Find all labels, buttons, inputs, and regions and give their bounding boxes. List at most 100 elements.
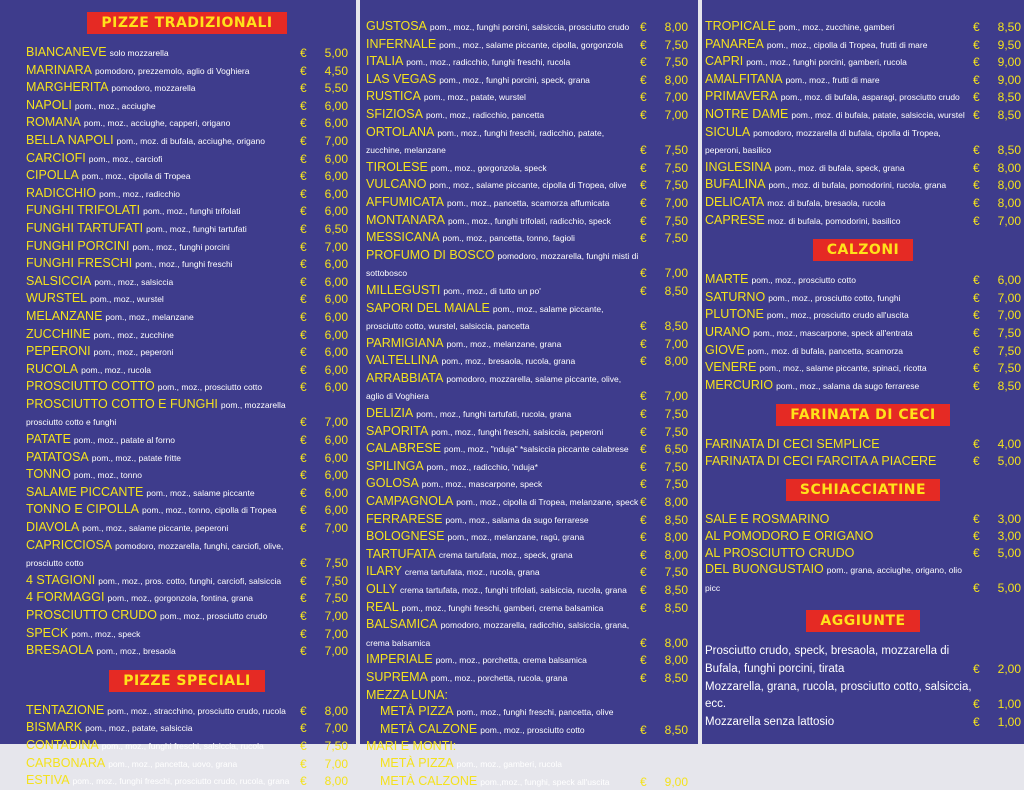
currency: €	[640, 670, 647, 685]
currency: €	[640, 477, 647, 492]
item-text: RADICCHIO pom., moz., radicchio	[26, 185, 300, 203]
item-price: 7,50	[997, 343, 1021, 358]
item-name: MONTANARA	[366, 212, 445, 227]
item-text: MESSICANA pom., moz., pancetta, tonno, fa…	[366, 229, 640, 247]
currency: €	[973, 361, 980, 376]
menu-item: AL PROSCIUTTO CRUDO €5,00	[705, 545, 1021, 562]
item-text: CALABRESE pom., moz., "nduja" *salsiccia …	[366, 440, 640, 458]
item-name: MESSICANA	[366, 230, 440, 245]
currency: €	[300, 738, 307, 753]
item-name: RADICCHIO	[26, 185, 97, 200]
item-name: FUNGHI FRESCHI	[26, 256, 133, 271]
item-name: BIANCANEVE	[26, 45, 107, 59]
menu-item: BOLOGNESE pom., moz., melanzane, ragù, gr…	[366, 528, 688, 546]
item-price: 9,00	[997, 55, 1021, 70]
item-description: pom., moz., zucchine, gamberi	[778, 22, 895, 32]
item-description: pom., moz., prosciutto cotto	[751, 275, 856, 286]
item-name: PATATE	[26, 432, 71, 447]
item-description: pom., moz., frutti di mare	[785, 74, 880, 85]
item-price: 7,50	[324, 556, 348, 571]
menu-item: METÀ PIZZA pom., moz., gamberi, rucola	[366, 755, 688, 773]
item-name: CONTADINA	[26, 737, 99, 752]
item-name: CIPOLLA	[26, 168, 79, 183]
item-price: 7,00	[997, 213, 1021, 228]
item-name: CARBONARA	[26, 755, 106, 770]
item-text: FERRARESE pom., moz., salama da sugo ferr…	[366, 511, 640, 529]
currency: €	[640, 143, 647, 158]
item-text: CIPOLLA pom., moz., cipolla di Tropea	[26, 167, 300, 185]
menu-item: BISMARK pom., moz., patate, salsiccia €7,0…	[26, 719, 348, 737]
item-name: CAPRI	[705, 54, 744, 69]
item-name: FUNGHI TRIFOLATI	[26, 203, 141, 218]
item-name: TONNO	[26, 467, 71, 482]
currency: €	[300, 169, 307, 184]
item-text: DIAVOLA pom., moz., salame piccante, pepe…	[26, 519, 300, 537]
item-description: pom., moz., porchetta, rucola, grana	[430, 672, 568, 683]
item-name: BUFALINA	[705, 177, 766, 192]
item-name: RUSTICA	[366, 89, 421, 104]
item-price: 8,00	[997, 195, 1021, 210]
menu-item: CAMPAGNOLA pom., moz., cipolla di Tropea,…	[366, 493, 688, 511]
item-name: ZUCCHINE	[26, 326, 91, 341]
section-title: SCHIACCIATINE	[785, 479, 941, 502]
item-text: PRIMAVERA pom., moz. di bufala, asparagi,…	[705, 88, 973, 106]
item-text: CAPRICCIOSA pomodoro, mozzarella, funghi,…	[26, 537, 300, 572]
item-price: 7,00	[324, 133, 348, 148]
item-price: 7,50	[324, 738, 348, 753]
menu-item: METÀ CALZONE pom.,moz., funghi, speck all…	[366, 773, 688, 790]
item-price: 6,00	[324, 186, 348, 201]
item-text: CAPRESE moz. di bufala, pomodorini, basil…	[705, 212, 973, 230]
currency: €	[640, 283, 647, 298]
item-text: AL PROSCIUTTO CRUDO	[705, 545, 973, 562]
menu-item: MONTANARA pom., moz., funghi trifolati, r…	[366, 212, 688, 230]
item-name: BOLOGNESE	[366, 529, 445, 544]
currency: €	[300, 309, 307, 324]
item-name: 4 STAGIONI	[26, 572, 96, 587]
item-price: 8,00	[664, 653, 688, 668]
item-name: SALSICCIA	[26, 273, 92, 288]
menu-item: CARCIOFI pom., moz., carciofi €6,00	[26, 150, 348, 168]
item-price: 8,00	[324, 703, 348, 718]
item-text: DELICATA moz. di bufala, bresaola, rucola	[705, 194, 973, 212]
menu-section: PIZZE TRADIZIONALI BIANCANEVE solo mozzare…	[26, 12, 348, 660]
item-text: Mozzarella senza lattosio	[705, 713, 973, 731]
menu-item: MELANZANE pom., moz., melanzane €6,00	[26, 308, 348, 326]
item-text: MONTANARA pom., moz., funghi trifolati, r…	[366, 212, 640, 230]
item-text: GIOVE pom., moz. di bufala, pancetta, sca…	[705, 342, 973, 360]
item-price: 5,00	[997, 580, 1021, 595]
item-price: 6,00	[324, 450, 348, 465]
item-text: BISMARK pom., moz., patate, salsiccia	[26, 719, 300, 737]
currency: €	[640, 565, 647, 580]
currency: €	[973, 580, 980, 595]
item-price: 7,00	[997, 290, 1021, 305]
item-text: MERCURIO pom., moz., salama da sugo ferra…	[705, 377, 973, 395]
currency: €	[300, 626, 307, 641]
currency: €	[640, 213, 647, 228]
menu-item: PRIMAVERA pom., moz. di bufala, asparagi,…	[705, 88, 1021, 106]
item-text: SAPORITA pom., moz., funghi freschi, sals…	[366, 423, 640, 441]
item-price: 5,00	[324, 46, 348, 60]
currency: €	[300, 362, 307, 377]
item-name: PLUTONE	[705, 307, 764, 322]
currency: €	[973, 90, 980, 105]
item-name: SALAME PICCANTE	[26, 484, 144, 499]
currency: €	[973, 378, 980, 393]
currency: €	[973, 160, 980, 175]
item-text: BELLA NAPOLI pom., moz. di bufala, acciug…	[26, 132, 300, 150]
currency: €	[973, 325, 980, 340]
item-price: 7,00	[664, 266, 688, 281]
item-price: 4,00	[997, 437, 1021, 452]
menu-item: CAPRESE moz. di bufala, pomodorini, basil…	[705, 212, 1021, 230]
item-text: URANO pom., moz., mascarpone, speck all'e…	[705, 324, 973, 342]
menu-item: MERCURIO pom., moz., salama da sugo ferra…	[705, 377, 1021, 395]
currency: €	[640, 424, 647, 439]
item-description: pom., moz., salame piccante, spinaci, ri…	[759, 363, 927, 374]
menu-item: ESTIVA pom., moz., funghi freschi, prosci…	[26, 772, 348, 790]
currency: €	[640, 160, 647, 175]
item-text: TARTUFATA crema tartufata, moz., speck, g…	[366, 546, 640, 564]
item-description: pomodoro, mozzarella, salame piccante, o…	[366, 373, 622, 402]
item-description: pomodoro, mozzarella, radicchio, salsicc…	[366, 620, 630, 648]
item-text: BUFALINA pom., moz. di bufala, pomodorini…	[705, 176, 973, 194]
currency: €	[640, 653, 647, 668]
item-price: 7,00	[324, 609, 348, 623]
